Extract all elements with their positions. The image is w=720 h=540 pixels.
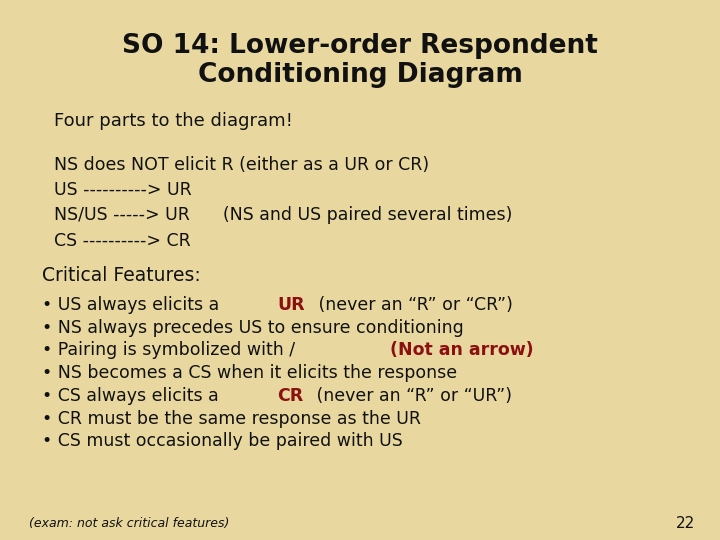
- Text: (never an “R” or “CR”): (never an “R” or “CR”): [313, 296, 513, 314]
- Text: NS/US -----> UR      (NS and US paired several times): NS/US -----> UR (NS and US paired severa…: [54, 206, 513, 225]
- Text: (Not an arrow): (Not an arrow): [390, 341, 534, 360]
- Text: 22: 22: [675, 516, 695, 531]
- Text: (never an “R” or “UR”): (never an “R” or “UR”): [311, 387, 512, 405]
- Text: CS ----------> CR: CS ----------> CR: [54, 232, 191, 250]
- Text: • CS must occasionally be paired with US: • CS must occasionally be paired with US: [42, 432, 402, 450]
- Text: US ----------> UR: US ----------> UR: [54, 181, 192, 199]
- Text: Conditioning Diagram: Conditioning Diagram: [197, 62, 523, 87]
- Text: CR: CR: [277, 387, 303, 405]
- Text: • CS always elicits a: • CS always elicits a: [42, 387, 224, 405]
- Text: • Pairing is symbolized with /: • Pairing is symbolized with /: [42, 341, 311, 360]
- Text: • CR must be the same response as the UR: • CR must be the same response as the UR: [42, 409, 420, 428]
- Text: SO 14: Lower-order Respondent: SO 14: Lower-order Respondent: [122, 33, 598, 59]
- Text: NS does NOT elicit R (either as a UR or CR): NS does NOT elicit R (either as a UR or …: [54, 156, 429, 174]
- Text: Four parts to the diagram!: Four parts to the diagram!: [54, 112, 293, 131]
- Text: Critical Features:: Critical Features:: [42, 266, 200, 285]
- Text: (exam: not ask critical features): (exam: not ask critical features): [29, 517, 229, 530]
- Text: • US always elicits a: • US always elicits a: [42, 296, 225, 314]
- Text: • NS always precedes US to ensure conditioning: • NS always precedes US to ensure condit…: [42, 319, 464, 337]
- Text: UR: UR: [278, 296, 305, 314]
- Text: • NS becomes a CS when it elicits the response: • NS becomes a CS when it elicits the re…: [42, 364, 457, 382]
